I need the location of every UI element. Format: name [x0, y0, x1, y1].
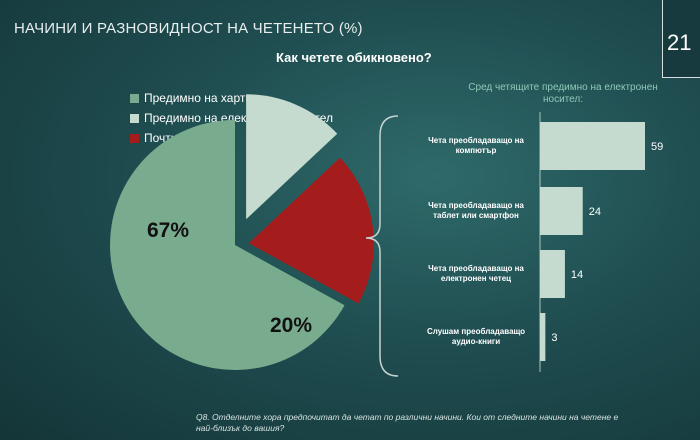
legend-swatch-electronic: [130, 113, 139, 123]
bar-value-label-3: 3: [551, 332, 557, 344]
footnote: Q8. Отделните хора предпочитат да четат …: [196, 412, 619, 433]
bar-chart-subtitle: Сред четящите предимно на електронен нос…: [468, 82, 658, 105]
legend-swatch-none: [130, 133, 139, 143]
page-number: 21: [667, 30, 692, 55]
pie-slice-2: [248, 157, 374, 304]
bar-category-label-3: Слушам преобладаващо аудио-книги: [427, 327, 525, 346]
pie-slice-1: [246, 94, 338, 220]
curly-brace: [365, 115, 399, 377]
pie-slice-0: [110, 120, 345, 370]
slide-title: НАЧИНИ И РАЗНОВИДНОСТ НА ЧЕТЕНЕТО (%): [14, 20, 363, 37]
bar-value-label-2: 14: [571, 269, 583, 281]
page-number-box: 21: [662, 0, 700, 78]
pie-slice-label-0: 67%: [147, 219, 189, 242]
bar-category-label-0: Чета преобладаващо на компютър: [428, 136, 524, 155]
bar-1: [540, 187, 583, 235]
bar-3: [540, 313, 546, 361]
bar-2: [540, 250, 565, 298]
bar-category-label-1: Чета преобладаващо на таблет или смартфон: [428, 201, 524, 220]
legend-label-paper: Предимно на хартия: [144, 91, 259, 105]
bar-0: [540, 122, 645, 170]
pie-slice-label-2: 20%: [270, 314, 312, 337]
bar-category-label-2: Чета преобладаващо на електронен четец: [428, 264, 524, 283]
legend-swatch-paper: [130, 93, 139, 103]
bar-value-label-0: 59: [651, 141, 663, 153]
chart-question: Как четете обикновено?: [276, 50, 432, 65]
legend-item-paper: Предимно на хартия: [130, 88, 333, 108]
bar-value-label-1: 24: [589, 206, 601, 218]
